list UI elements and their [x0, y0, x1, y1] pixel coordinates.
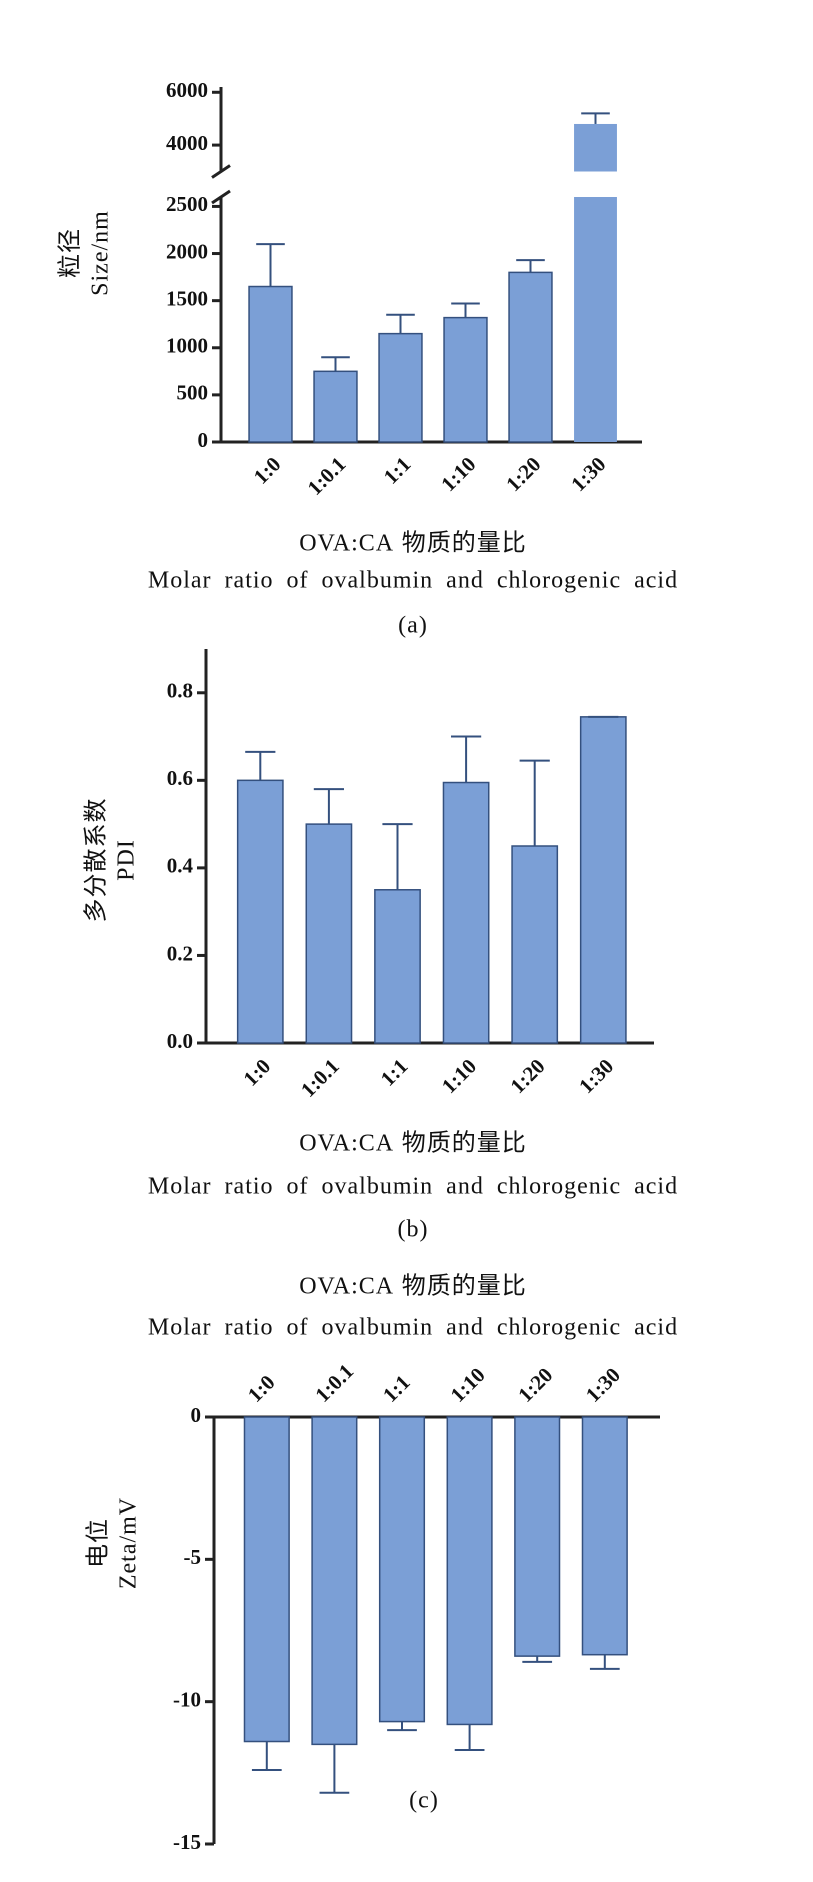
bar: [313, 370, 358, 443]
bar: [574, 123, 617, 172]
error-bar: [256, 243, 285, 287]
bar: [248, 285, 293, 443]
axis-break: [211, 189, 231, 205]
bar: [446, 1416, 493, 1726]
x-tick-label: 1:10: [446, 1363, 490, 1407]
y-tick-label: -15: [173, 1830, 201, 1854]
bar: [311, 1416, 358, 1746]
error-bar: [387, 1721, 417, 1732]
y-tick-label: 0: [198, 428, 209, 452]
y-tick-label: 0.4: [167, 854, 194, 878]
x-tick-label: 1:0: [249, 452, 286, 489]
bar: [508, 271, 553, 443]
caption: (c): [409, 1788, 439, 1814]
bar: [378, 1416, 426, 1723]
error-bar: [522, 1656, 553, 1663]
bar: [574, 197, 617, 442]
x-tick-label: 1:20: [505, 1054, 549, 1098]
y-axis-label: 多分散系数: [83, 798, 110, 923]
x-tick-label: 1:0: [238, 1054, 275, 1091]
bar: [511, 845, 559, 1044]
error-bar: [319, 1744, 350, 1794]
y-tick-label: 0.8: [167, 679, 193, 703]
y-tick-label: 2500: [166, 192, 208, 216]
error-bar: [519, 759, 550, 846]
error-bar: [589, 1654, 620, 1670]
error-bar: [386, 313, 415, 334]
x-tick-label: 1:0.1: [310, 1359, 358, 1407]
y-tick-label: -10: [173, 1687, 201, 1711]
y-axis-label: Zeta/mV: [116, 1497, 142, 1589]
bar: [514, 1416, 561, 1657]
bar: [581, 1416, 628, 1656]
y-axis-label: 粒径: [57, 228, 84, 278]
x-tick-label: 1:30: [574, 1054, 618, 1098]
x-tick-label: 1:20: [513, 1363, 557, 1407]
error-bar: [251, 1741, 282, 1771]
axis-break: [211, 164, 231, 179]
error-bar: [454, 1724, 485, 1752]
y-tick-label: 2000: [166, 239, 208, 263]
bar: [442, 781, 490, 1044]
x-axis-label: Molar ratio of ovalbumin and chlorogenic…: [148, 1174, 678, 1200]
x-axis-label: Molar ratio of ovalbumin and chlorogenic…: [148, 568, 678, 594]
bar: [579, 716, 627, 1044]
bar: [236, 779, 284, 1044]
error-bar: [516, 259, 545, 273]
error-bar: [451, 735, 482, 783]
x-axis-label: OVA:CA 物质的量比: [299, 1273, 527, 1300]
x-tick-label: 1:1: [378, 1370, 415, 1407]
y-tick-label: 0.0: [167, 1029, 193, 1053]
x-axis-label: Molar ratio of ovalbumin and chlorogenic…: [148, 1315, 678, 1341]
x-tick-label: 1:30: [566, 452, 610, 496]
x-tick-label: 1:1: [376, 1054, 413, 1091]
x-tick-label: 1:30: [581, 1363, 625, 1407]
caption: (a): [398, 613, 428, 639]
x-axis-label: OVA:CA 物质的量比: [299, 530, 527, 557]
y-tick-label: 0: [191, 1403, 202, 1427]
error-bar: [451, 302, 480, 318]
caption: (b): [398, 1217, 429, 1243]
error-bar: [581, 112, 610, 124]
x-tick-label: 1:10: [437, 1054, 481, 1098]
x-tick-label: 1:10: [436, 452, 480, 496]
bar: [243, 1416, 290, 1743]
x-tick-label: 1:0.1: [303, 452, 351, 500]
y-tick-label: 0.2: [167, 941, 193, 965]
y-tick-label: 6000: [166, 78, 208, 102]
error-bar: [321, 356, 350, 372]
y-tick-label: 0.6: [167, 766, 193, 790]
bar: [374, 889, 421, 1044]
bar: [378, 332, 423, 443]
y-tick-label: 1000: [166, 334, 208, 358]
y-axis-label: PDI: [114, 839, 140, 881]
error-bar: [382, 823, 413, 890]
x-axis-label: OVA:CA 物质的量比: [299, 1130, 527, 1157]
bar: [305, 823, 353, 1044]
x-tick-label: 1:1: [379, 452, 416, 489]
y-tick-label: -5: [184, 1545, 202, 1569]
x-tick-label: 1:20: [501, 452, 545, 496]
error-bar: [313, 788, 344, 825]
y-tick-label: 1500: [166, 286, 208, 310]
x-tick-label: 1:0.1: [296, 1054, 344, 1102]
x-tick-label: 1:0: [243, 1370, 280, 1407]
error-bar: [245, 750, 276, 781]
y-tick-label: 4000: [166, 131, 208, 155]
y-axis-label: Size/nm: [88, 210, 114, 296]
y-tick-label: 500: [177, 381, 209, 405]
bar: [443, 316, 488, 443]
y-axis-label: 电位: [85, 1518, 112, 1568]
